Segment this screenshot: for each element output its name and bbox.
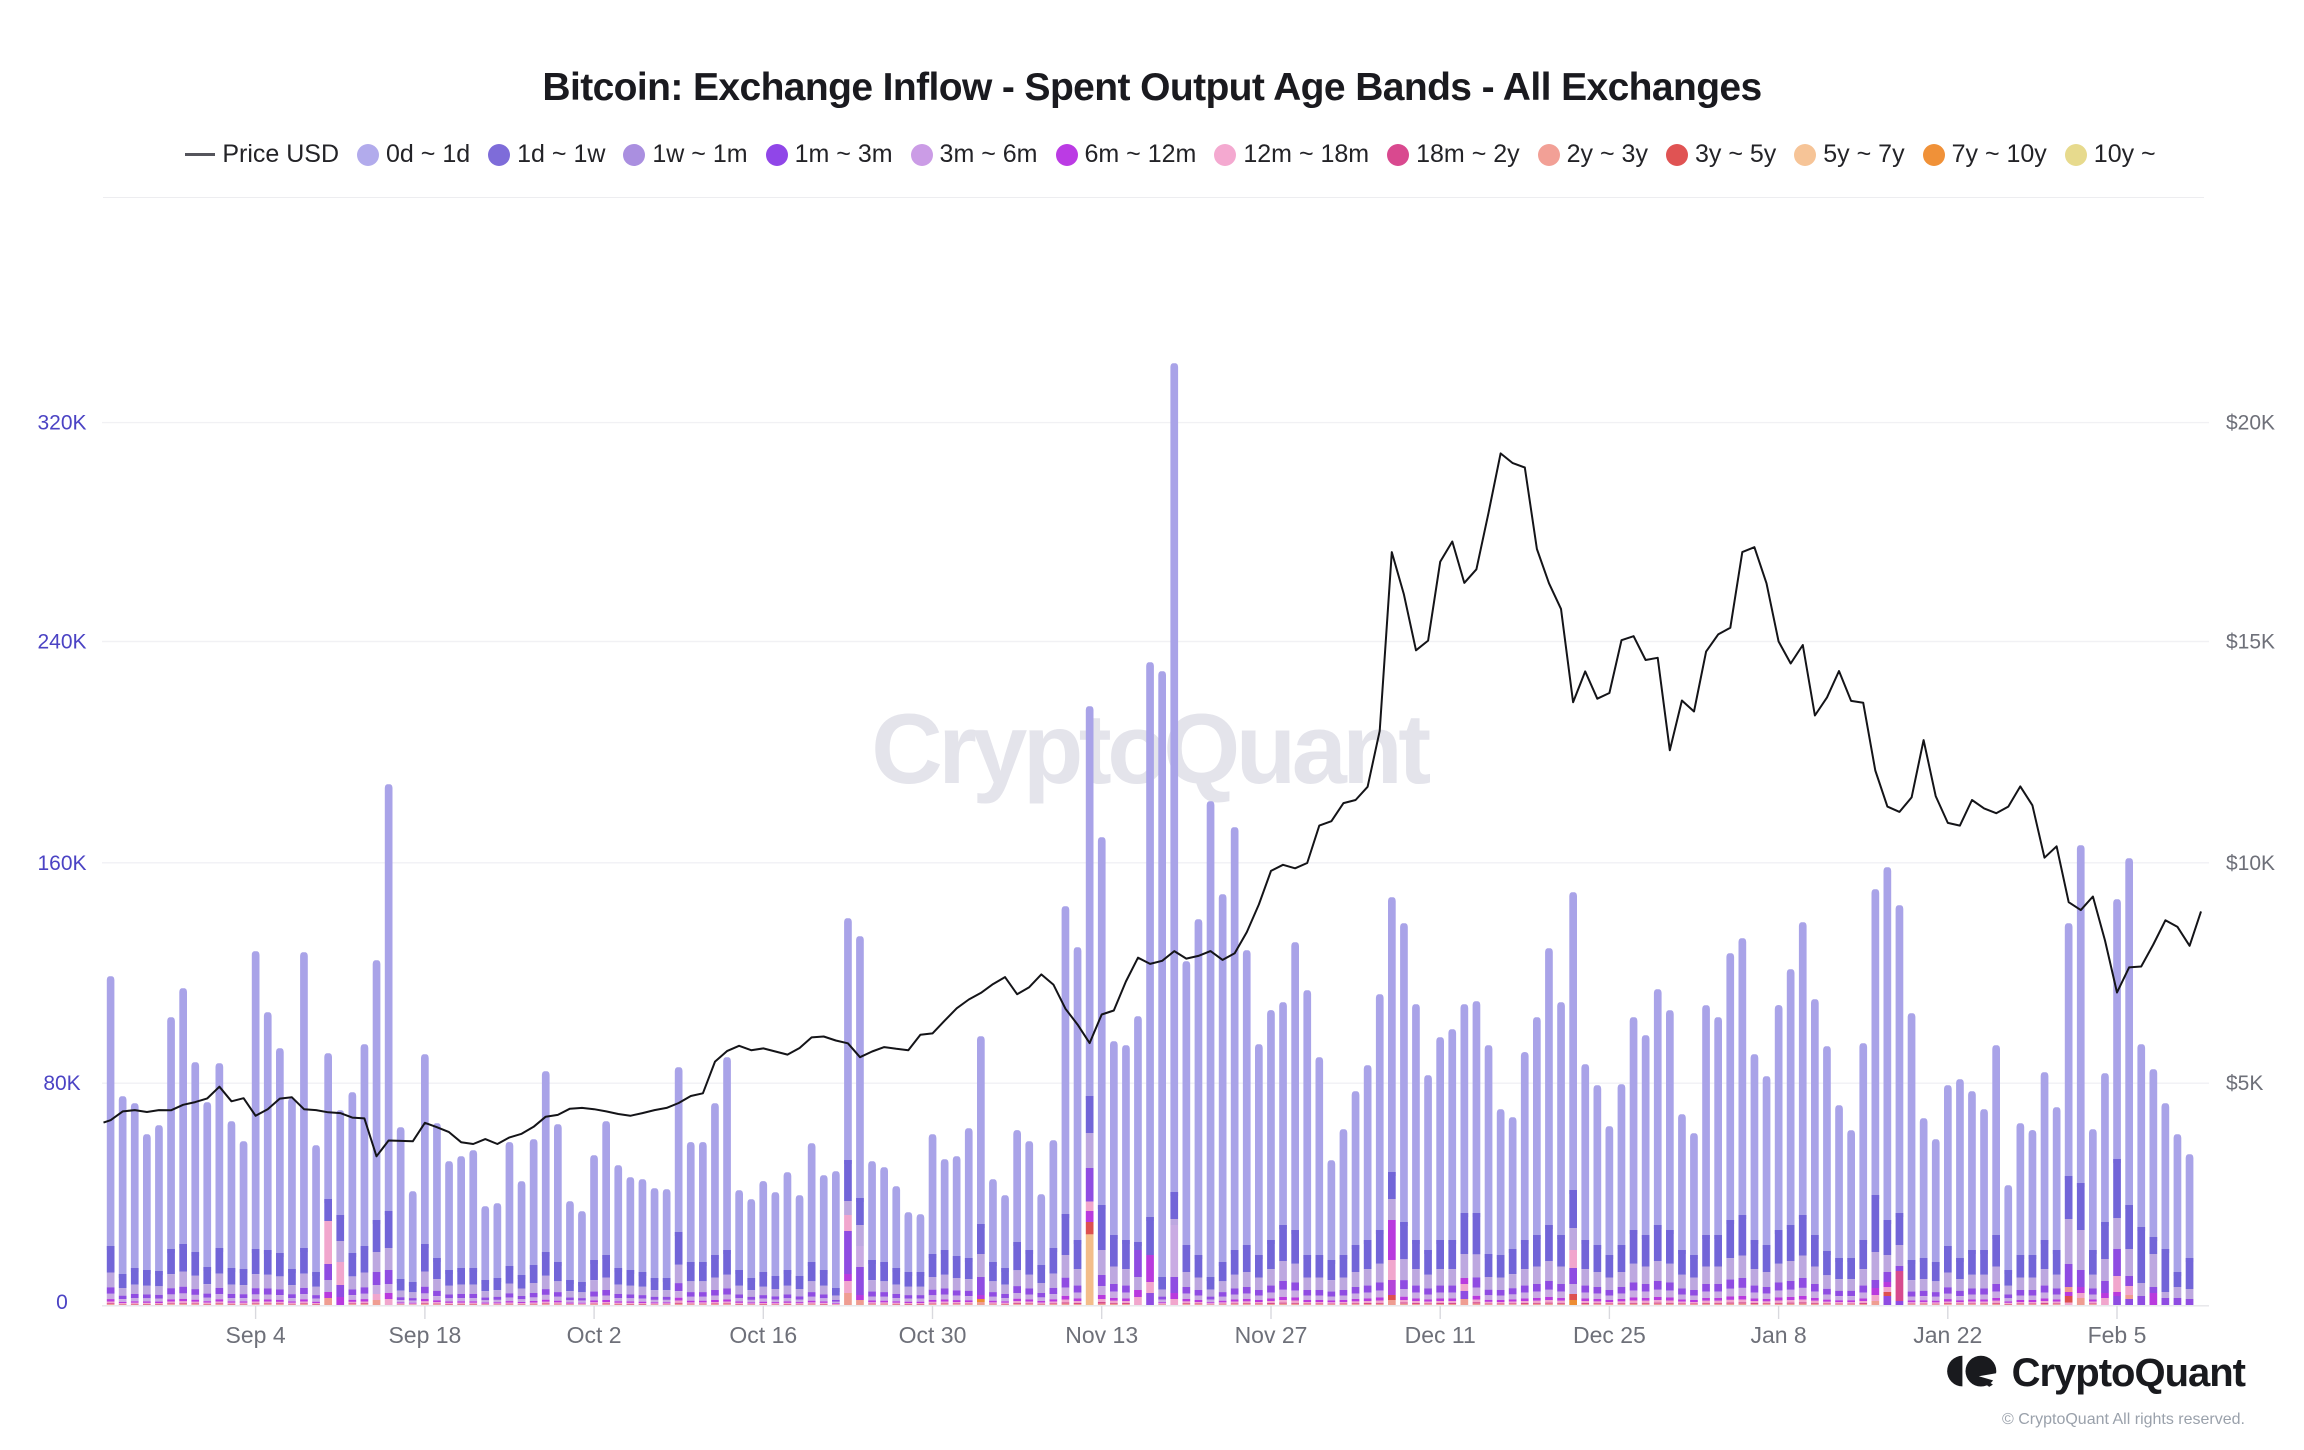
svg-text:Nov 27: Nov 27 xyxy=(1235,1322,1308,1348)
svg-text:$20K: $20K xyxy=(2226,412,2275,435)
svg-text:240K: 240K xyxy=(37,631,86,654)
svg-text:Dec 11: Dec 11 xyxy=(1405,1322,1476,1348)
svg-text:© CryptoQuant All rights reser: © CryptoQuant All rights reserved. xyxy=(2002,1411,2245,1428)
svg-text:CryptoQuant: CryptoQuant xyxy=(2012,1351,2246,1395)
svg-text:Sep 18: Sep 18 xyxy=(388,1322,461,1348)
svg-text:Dec 25: Dec 25 xyxy=(1573,1322,1646,1348)
svg-text:Sep 4: Sep 4 xyxy=(226,1322,286,1348)
svg-text:80K: 80K xyxy=(43,1072,80,1095)
svg-text:Jan 22: Jan 22 xyxy=(1913,1322,1982,1348)
svg-text:0: 0 xyxy=(56,1291,68,1314)
svg-text:Oct 30: Oct 30 xyxy=(899,1322,967,1348)
svg-text:Nov 13: Nov 13 xyxy=(1065,1322,1138,1348)
svg-text:Feb 5: Feb 5 xyxy=(2088,1322,2147,1348)
svg-text:$10K: $10K xyxy=(2226,852,2275,875)
svg-text:160K: 160K xyxy=(37,852,86,875)
svg-text:Oct 16: Oct 16 xyxy=(729,1322,797,1348)
svg-text:Oct 2: Oct 2 xyxy=(567,1322,622,1348)
svg-text:$15K: $15K xyxy=(2226,631,2275,654)
svg-text:320K: 320K xyxy=(37,412,86,435)
svg-text:$5K: $5K xyxy=(2226,1072,2263,1095)
svg-text:Jan 8: Jan 8 xyxy=(1750,1322,1806,1348)
